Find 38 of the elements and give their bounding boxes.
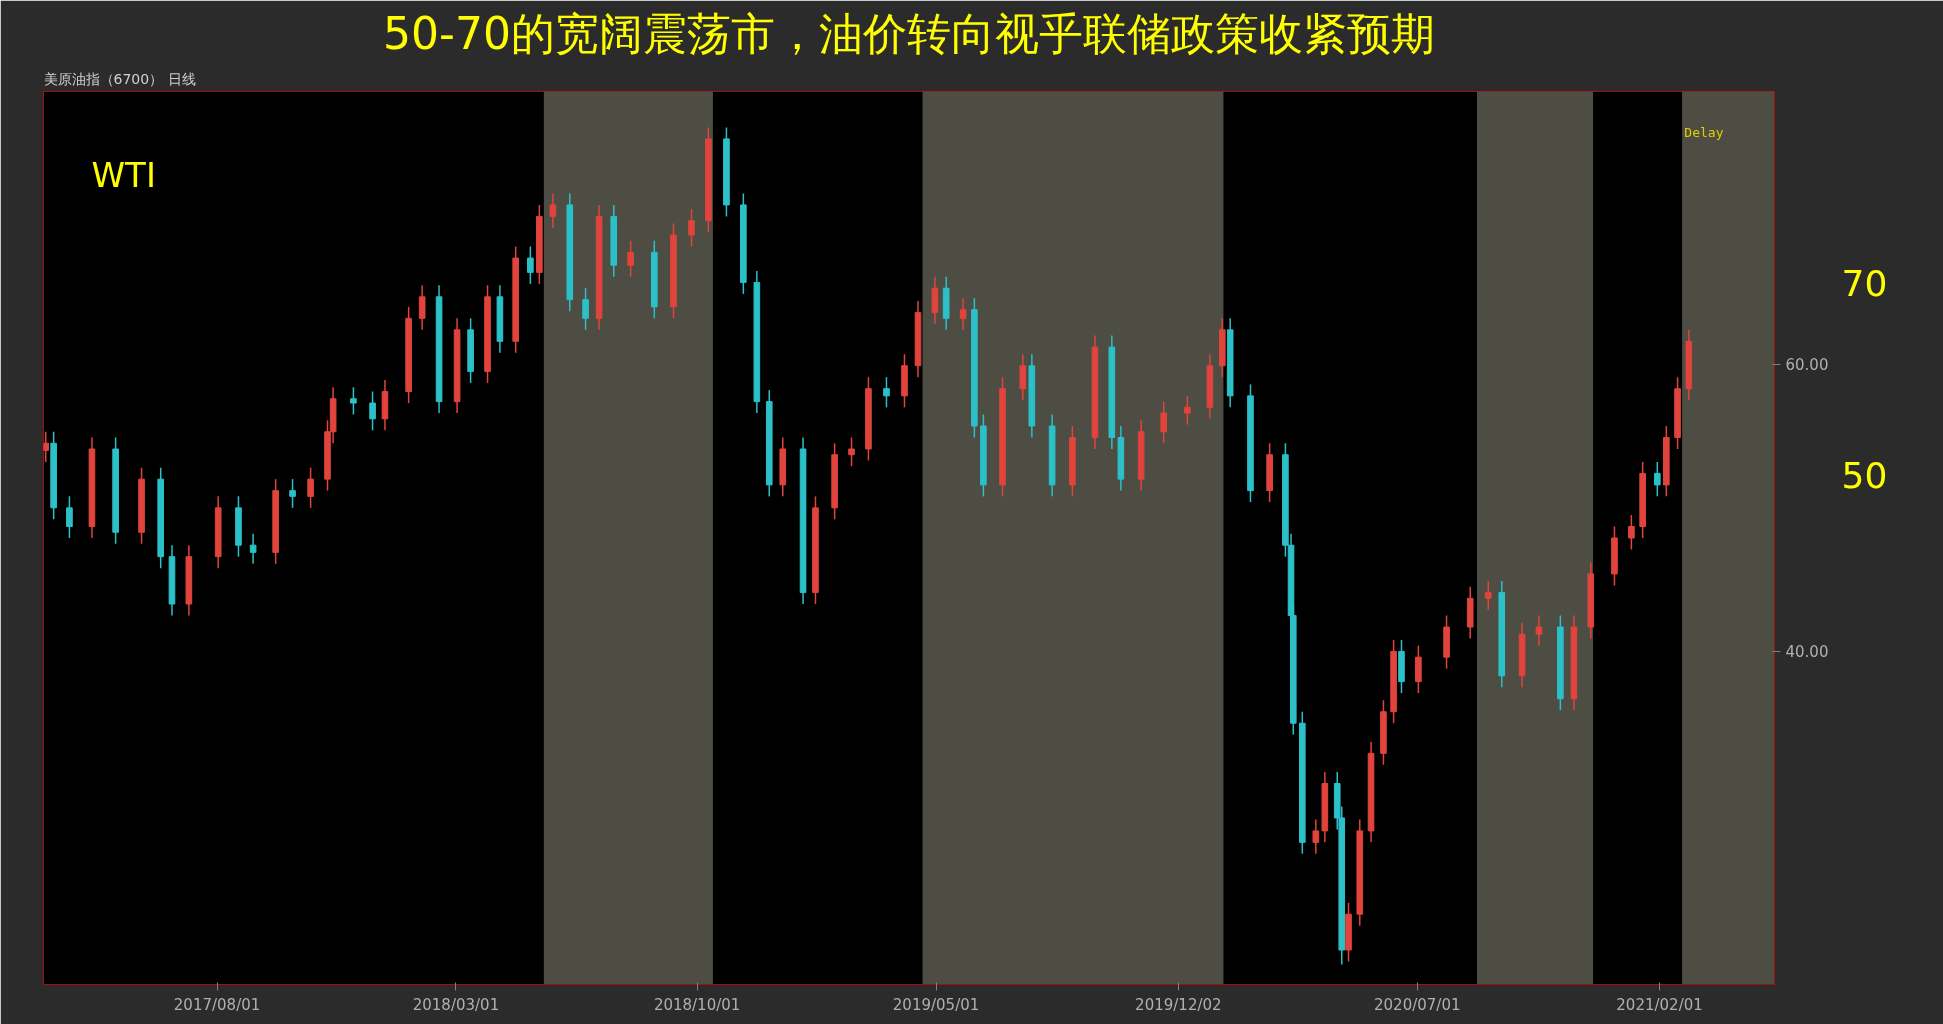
candlestick [1160, 400, 1168, 444]
candlestick [418, 284, 426, 331]
chart-subtitle: 美原油指（6700） 日线 [43, 70, 196, 87]
annotation: Delay [1684, 124, 1724, 140]
x-tick-label: 2017/08/01 [173, 995, 261, 1014]
candlestick [369, 390, 376, 432]
candlestick [848, 436, 855, 467]
candlestick [1019, 353, 1027, 401]
candlestick [1184, 395, 1191, 426]
x-tick-label: 2021/02/01 [1616, 995, 1703, 1014]
y-tick-label: 40.00 [1785, 643, 1829, 662]
candlestick [1628, 514, 1635, 551]
candlestick [1484, 580, 1492, 611]
candlestick [1312, 818, 1320, 855]
x-tick-label: 2018/03/01 [412, 995, 500, 1014]
candlestick [627, 240, 634, 278]
candlestick [1653, 461, 1661, 498]
candlestick [307, 466, 314, 509]
x-tick-label: 2019/12/02 [1135, 995, 1222, 1014]
chart-title: 50-70的宽阔震荡市，油价转向视乎联储政策收紧预期 [383, 7, 1435, 59]
candlestick [582, 287, 589, 331]
x-tick-label: 2020/07/01 [1374, 995, 1461, 1014]
candlestick [1535, 614, 1543, 647]
candlestick [350, 386, 357, 416]
candlestick [249, 532, 257, 565]
candlestick [289, 478, 296, 509]
candlestick [688, 208, 695, 248]
candlestick [959, 297, 967, 331]
candlestick [66, 495, 73, 539]
text: 70 [1841, 263, 1888, 305]
candlestick [527, 245, 534, 285]
y-tick-label: 60.00 [1785, 356, 1829, 375]
candlestick [883, 376, 890, 409]
text: 50 [1841, 455, 1888, 497]
x-tick-label: 2018/10/01 [653, 995, 741, 1014]
x-tick-label: 2019/05/01 [892, 995, 980, 1014]
annotation: WTI [91, 154, 156, 195]
candlestick [549, 192, 557, 229]
